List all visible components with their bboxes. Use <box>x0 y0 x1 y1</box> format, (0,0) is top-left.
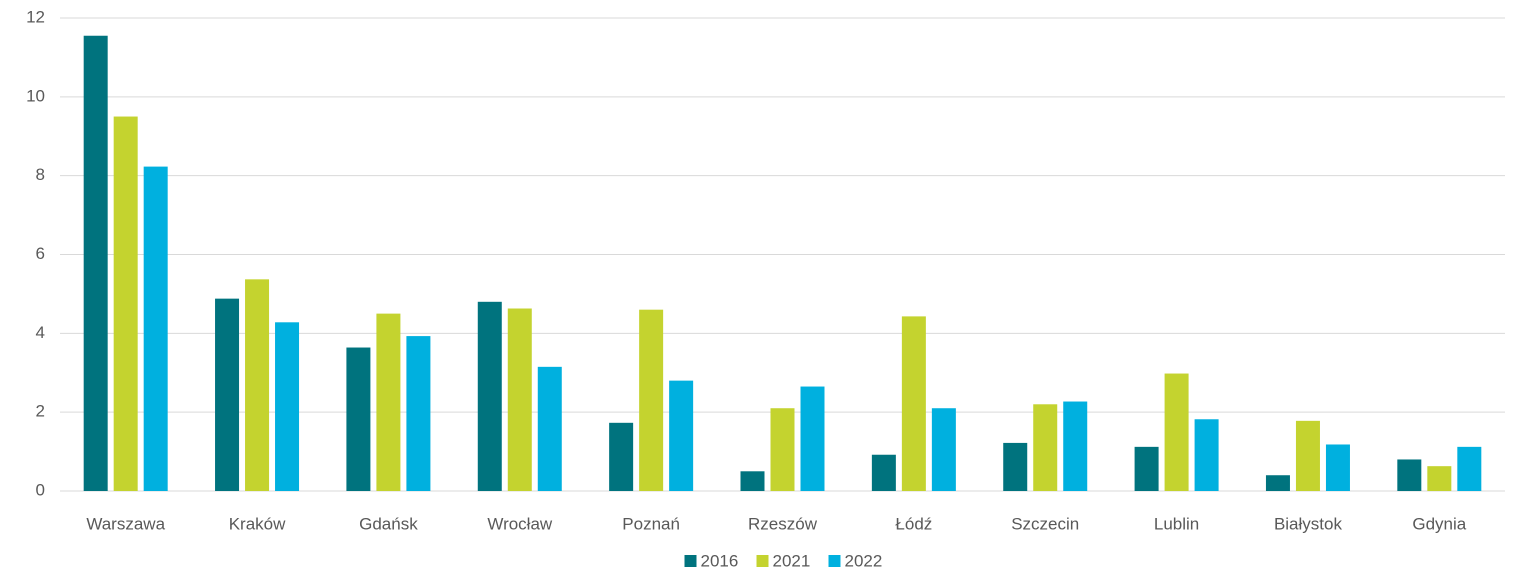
x-tick-label: Warszawa <box>86 514 165 533</box>
bar <box>537 366 562 491</box>
x-tick-label: Rzeszów <box>748 514 818 533</box>
bar <box>639 309 664 491</box>
bar <box>1063 401 1088 491</box>
y-tick-label: 0 <box>36 480 45 499</box>
bar <box>1295 420 1320 491</box>
bar <box>669 380 694 491</box>
bar <box>931 408 956 491</box>
bar <box>1325 444 1350 491</box>
x-tick-label: Gdynia <box>1412 514 1466 533</box>
bar <box>1134 446 1159 491</box>
bar <box>406 336 431 491</box>
bar <box>770 408 795 491</box>
x-tick-label: Poznań <box>622 514 680 533</box>
bar <box>507 308 532 491</box>
bar <box>1194 419 1219 491</box>
legend-label: 2016 <box>701 551 739 570</box>
bar <box>1033 404 1058 491</box>
bar <box>376 313 401 491</box>
bar <box>871 454 896 491</box>
x-tick-label: Białystok <box>1274 514 1343 533</box>
legend-swatch <box>756 555 769 567</box>
bar <box>901 316 926 491</box>
bar <box>113 116 138 492</box>
legend-swatch <box>684 555 697 567</box>
bar <box>1164 373 1189 491</box>
y-tick-label: 12 <box>26 7 45 26</box>
bar <box>1265 475 1290 491</box>
legend-label: 2022 <box>845 551 883 570</box>
x-tick-label: Szczecin <box>1011 514 1079 533</box>
x-tick-label: Łódź <box>895 514 932 533</box>
bar <box>275 322 300 491</box>
bar <box>1397 459 1422 491</box>
y-tick-label: 4 <box>36 323 45 342</box>
bar <box>83 35 108 492</box>
y-tick-label: 6 <box>36 244 45 263</box>
x-tick-label: Lublin <box>1154 514 1199 533</box>
bar <box>609 422 634 491</box>
y-tick-label: 10 <box>26 86 45 105</box>
bar <box>245 279 270 491</box>
bar <box>1427 466 1452 491</box>
bar <box>477 301 502 491</box>
bar <box>740 471 765 491</box>
bar <box>346 347 371 491</box>
y-tick-label: 8 <box>36 165 45 184</box>
legend-swatch <box>828 555 841 567</box>
bar <box>1457 446 1482 491</box>
y-tick-label: 2 <box>36 402 45 421</box>
x-tick-label: Wrocław <box>487 514 553 533</box>
x-tick-label: Kraków <box>229 514 286 533</box>
bar <box>800 386 825 491</box>
bar <box>143 166 168 491</box>
x-tick-label: Gdańsk <box>359 514 418 533</box>
legend-label: 2021 <box>773 551 811 570</box>
bar <box>215 298 240 491</box>
bar <box>1003 442 1028 491</box>
